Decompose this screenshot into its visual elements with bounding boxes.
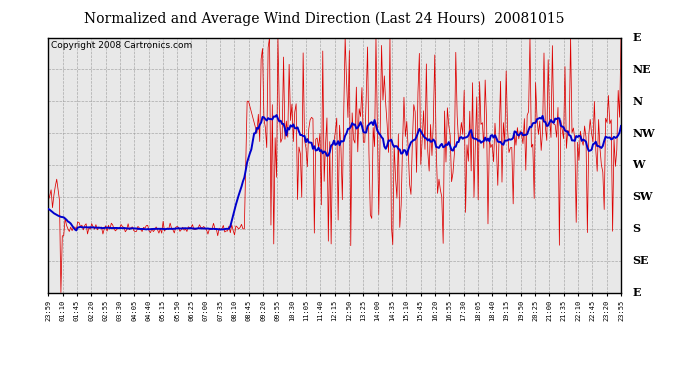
- Text: Copyright 2008 Cartronics.com: Copyright 2008 Cartronics.com: [51, 41, 193, 50]
- Text: NE: NE: [632, 64, 651, 75]
- Text: N: N: [632, 96, 642, 107]
- Text: S: S: [632, 223, 640, 234]
- Text: Normalized and Average Wind Direction (Last 24 Hours)  20081015: Normalized and Average Wind Direction (L…: [84, 11, 564, 26]
- Text: NW: NW: [632, 128, 655, 139]
- Text: E: E: [632, 32, 640, 43]
- Text: W: W: [632, 159, 644, 171]
- Text: E: E: [632, 287, 640, 298]
- Text: SW: SW: [632, 191, 653, 202]
- Text: SE: SE: [632, 255, 649, 266]
